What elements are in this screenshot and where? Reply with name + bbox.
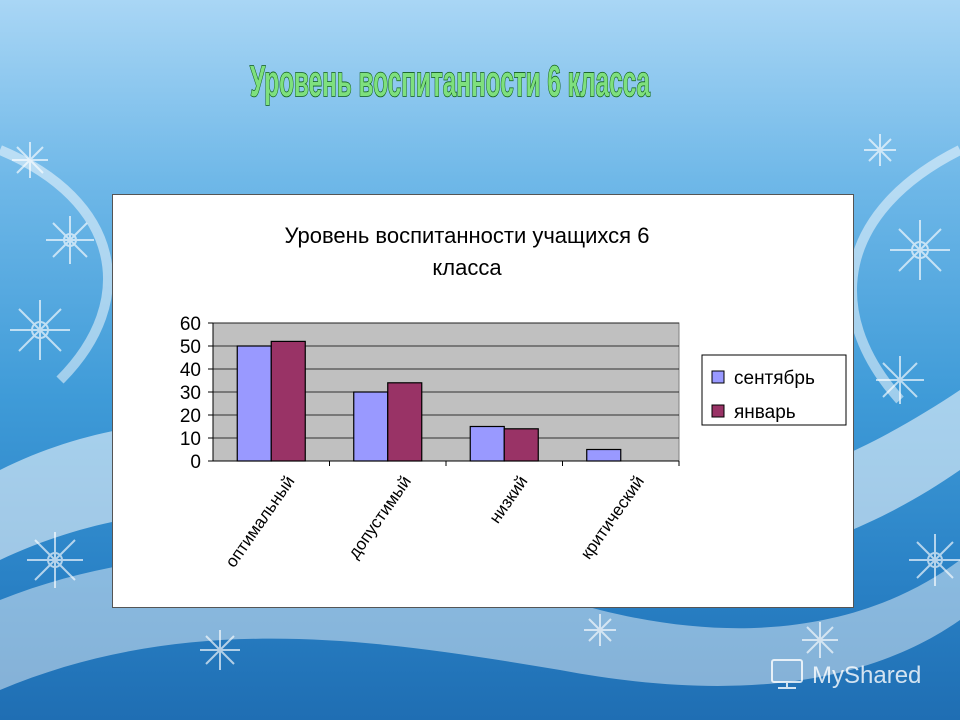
legend-swatch bbox=[711, 370, 725, 384]
y-tick-label: 40 bbox=[180, 360, 201, 381]
bar-chart: Уровень воспитанности учащихся 6 класса … bbox=[180, 223, 847, 571]
y-tick-label: 30 bbox=[180, 383, 201, 404]
x-tick-label: низкий bbox=[486, 472, 532, 526]
bar bbox=[586, 448, 622, 462]
watermark: MyShared bbox=[771, 659, 921, 689]
y-tick-label: 50 bbox=[180, 337, 201, 358]
x-tick-label: допустимый bbox=[344, 472, 415, 562]
bar bbox=[469, 425, 505, 462]
bar bbox=[236, 345, 272, 462]
y-tick-label: 60 bbox=[180, 314, 201, 335]
legend-box bbox=[701, 354, 847, 426]
x-tick-label: критический bbox=[577, 472, 648, 562]
chart-title-line-1: Уровень воспитанности учащихся 6 bbox=[285, 223, 650, 248]
bar bbox=[387, 382, 423, 462]
legend: сентябрь январь bbox=[701, 354, 847, 426]
bar bbox=[353, 391, 389, 462]
slide-title-text: Уровень воспитанности 6 класса bbox=[250, 57, 650, 106]
bar bbox=[503, 428, 539, 462]
presentation-icon bbox=[771, 659, 803, 689]
y-tick-label: 0 bbox=[190, 452, 201, 473]
legend-label: январь bbox=[734, 402, 796, 423]
y-tick-label: 10 bbox=[180, 429, 201, 450]
watermark-text: MyShared bbox=[812, 662, 921, 689]
slide-title: Уровень воспитанности 6 класса bbox=[249, 56, 651, 107]
x-tick-label: оптимальный bbox=[222, 472, 299, 571]
chart-title-line-2: класса bbox=[432, 255, 502, 280]
legend-label: сентябрь bbox=[734, 368, 815, 389]
y-tick-label: 20 bbox=[180, 406, 201, 427]
chart-panel: Уровень воспитанности учащихся 6 класса … bbox=[112, 194, 854, 608]
bar bbox=[270, 340, 306, 462]
legend-swatch bbox=[711, 404, 725, 418]
